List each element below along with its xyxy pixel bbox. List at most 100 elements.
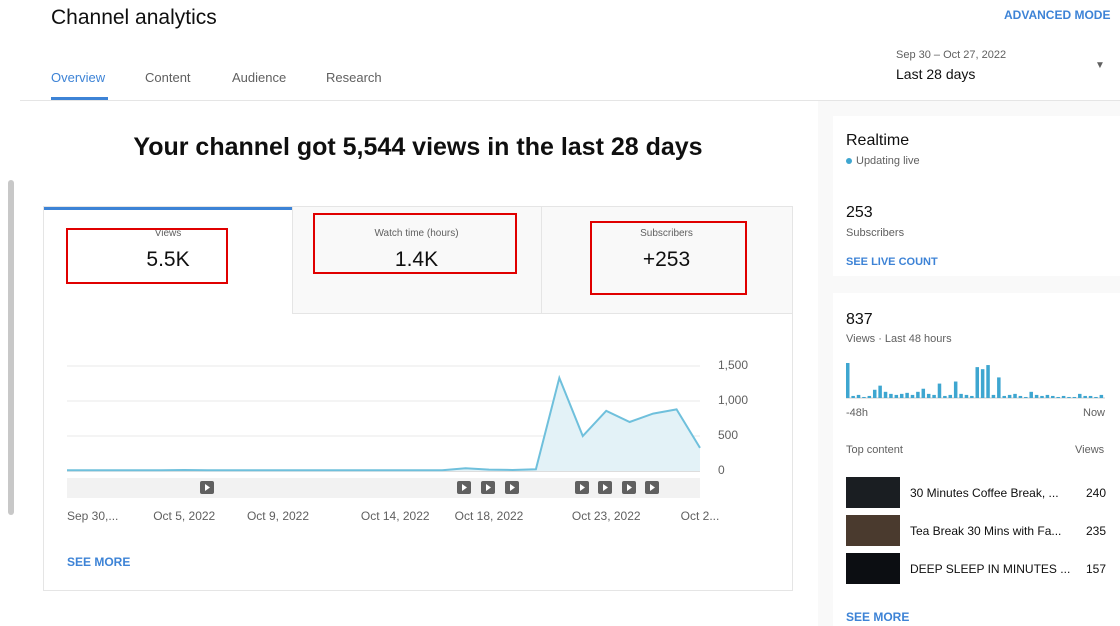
- metric-separator: [541, 207, 542, 313]
- marker-strip: [67, 478, 700, 498]
- x-tick-label: Sep 30,...: [67, 509, 118, 523]
- see-live-count[interactable]: SEE LIVE COUNT: [846, 256, 938, 268]
- bar: [959, 393, 963, 398]
- item-views: 235: [1086, 524, 1107, 538]
- y-tick-label: 1,000: [718, 393, 748, 407]
- marker-icon: [205, 484, 210, 491]
- bar: [883, 391, 888, 398]
- metric-label[interactable]: Watch time (hours): [374, 228, 459, 239]
- bar: [980, 369, 985, 398]
- bar: [878, 385, 882, 398]
- bar: [1061, 395, 1066, 398]
- bar: [943, 395, 947, 398]
- bar: [851, 395, 855, 398]
- bar: [889, 393, 893, 398]
- views-count: 837: [846, 311, 873, 328]
- subscriber-label: Subscribers: [846, 227, 905, 239]
- bar: [926, 393, 931, 398]
- thumbnail[interactable]: [846, 553, 900, 584]
- metric-tab-bg: [292, 207, 792, 314]
- bar: [997, 377, 1001, 398]
- item-views: 157: [1086, 562, 1107, 576]
- bar: [964, 394, 969, 398]
- metric-value[interactable]: 5.5K: [146, 248, 190, 271]
- bar: [921, 388, 926, 398]
- advanced-mode[interactable]: ADVANCED MODE: [1004, 8, 1111, 22]
- dropdown-arrow[interactable]: ▼: [1095, 60, 1105, 71]
- divider: [20, 100, 1120, 101]
- metric-label[interactable]: Views: [154, 228, 182, 239]
- x-tick-label: Oct 9, 2022: [247, 509, 309, 523]
- highlight-box: [590, 221, 747, 295]
- bar: [937, 383, 942, 398]
- bar: [1034, 394, 1039, 398]
- tab[interactable]: Overview: [51, 70, 106, 85]
- y-tick-label: 500: [718, 428, 738, 442]
- bar: [1002, 395, 1006, 398]
- top-content: Top content: [846, 444, 903, 456]
- axis-end: Now: [1083, 407, 1106, 419]
- bar: [867, 395, 872, 398]
- y-tick-label: 1,500: [718, 358, 748, 372]
- page-title: Channel analytics: [51, 6, 217, 29]
- bar: [970, 395, 974, 398]
- headline: Your channel got 5,544 views in the last…: [133, 133, 703, 161]
- bar: [1040, 395, 1044, 398]
- bar: [991, 394, 996, 398]
- bar: [846, 363, 850, 398]
- bar: [899, 393, 904, 398]
- marker-icon: [580, 484, 585, 491]
- bar: [856, 394, 861, 398]
- tab[interactable]: Audience: [232, 70, 287, 85]
- bar: [894, 394, 899, 398]
- x-tick-label: Oct 2...: [681, 509, 720, 523]
- x-tick-label: Oct 23, 2022: [572, 509, 641, 523]
- tab[interactable]: Research: [326, 70, 382, 85]
- thumbnail[interactable]: [846, 477, 900, 508]
- item-views: 240: [1086, 486, 1107, 500]
- x-tick-label: Oct 14, 2022: [361, 509, 430, 523]
- bar: [1078, 393, 1082, 398]
- bar: [910, 394, 915, 398]
- bar: [986, 365, 990, 398]
- bar: [1056, 396, 1060, 398]
- highlight-box: [66, 228, 228, 284]
- bar: [975, 367, 980, 398]
- metric-value[interactable]: +253: [642, 248, 691, 271]
- tab[interactable]: Content: [145, 70, 191, 85]
- metric-label[interactable]: Subscribers: [640, 228, 693, 239]
- x-tick-label: Oct 18, 2022: [455, 509, 524, 523]
- item-title[interactable]: 30 Minutes Coffee Break, ...: [910, 486, 1059, 500]
- bar: [1018, 395, 1023, 398]
- period[interactable]: Last 28 days: [896, 66, 976, 82]
- bar: [1067, 396, 1071, 398]
- see-more[interactable]: SEE MORE: [67, 555, 131, 569]
- marker-icon: [486, 484, 491, 491]
- bar: [948, 394, 953, 398]
- highlight-box: [313, 213, 517, 274]
- date-range[interactable]: Sep 30 – Oct 27, 2022: [896, 49, 1007, 61]
- subscriber-count: 253: [846, 204, 873, 221]
- bar: [1088, 395, 1093, 398]
- bar: [1099, 394, 1104, 398]
- bar: [916, 391, 920, 398]
- bar: [1083, 395, 1087, 398]
- axis-start: -48h: [846, 407, 869, 419]
- marker-icon: [627, 484, 632, 491]
- item-title[interactable]: DEEP SLEEP IN MINUTES ...: [910, 562, 1071, 576]
- area: [67, 377, 700, 471]
- views-label: Views · Last 48 hours: [846, 333, 952, 345]
- realtime-card: [833, 116, 1120, 276]
- bar: [1007, 394, 1012, 398]
- bar: [1094, 396, 1098, 398]
- see-more[interactable]: SEE MORE: [846, 610, 910, 624]
- realtime-title: Realtime: [846, 132, 910, 149]
- marker-icon: [650, 484, 655, 491]
- status: Updating live: [856, 155, 920, 167]
- metric-value[interactable]: 1.4K: [394, 248, 439, 271]
- item-title[interactable]: Tea Break 30 Mins with Fa...: [910, 524, 1062, 538]
- thumbnail[interactable]: [846, 515, 900, 546]
- bar: [1045, 394, 1050, 398]
